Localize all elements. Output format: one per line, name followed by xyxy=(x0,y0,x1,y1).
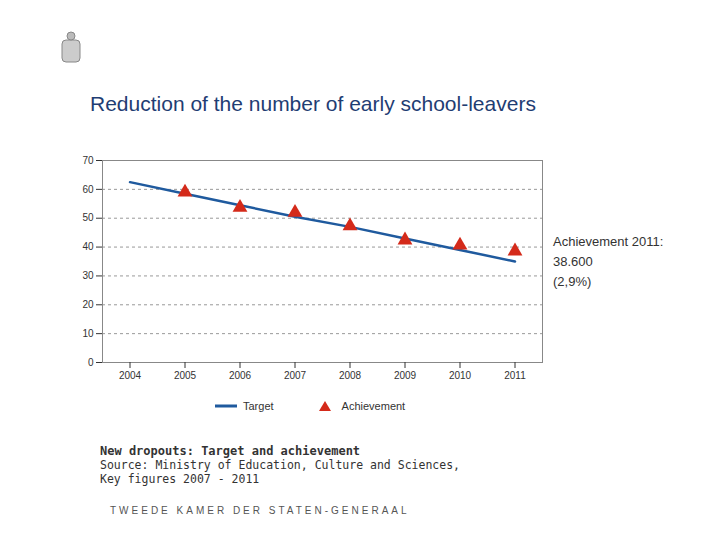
svg-text:2010: 2010 xyxy=(449,370,472,381)
svg-text:30: 30 xyxy=(82,270,94,281)
svg-text:2011: 2011 xyxy=(504,370,526,381)
svg-text:10: 10 xyxy=(82,328,94,339)
html-text:Achievement: Achievement xyxy=(341,400,406,412)
svg-text:20: 20 xyxy=(82,299,94,310)
html-text:Source: Ministry of Education,: Source: Ministry of Education, Culture a… xyxy=(100,458,460,486)
html-text:New dropouts: Target and achie: New dropouts: Target and achievement xyxy=(100,444,361,458)
html-text:(2,9%): (2,9%) xyxy=(553,274,592,289)
html-text:TWEEDE KAMER DER STATEN-GENERA: TWEEDE KAMER DER STATEN-GENERAAL xyxy=(110,505,410,516)
svg-text:2008: 2008 xyxy=(339,370,362,381)
svg-text:2006: 2006 xyxy=(229,370,252,381)
svg-text:0: 0 xyxy=(88,357,94,368)
svg-text:60: 60 xyxy=(82,184,94,195)
svg-text:70: 70 xyxy=(82,155,94,166)
svg-text:2005: 2005 xyxy=(174,370,197,381)
svg-text:2007: 2007 xyxy=(284,370,307,381)
svg-text:40: 40 xyxy=(82,241,94,252)
svg-text:2004: 2004 xyxy=(119,370,142,381)
svg-text:50: 50 xyxy=(82,212,94,223)
svg-text:2009: 2009 xyxy=(394,370,417,381)
html-text:Reduction of the number of ear: Reduction of the number of early school-… xyxy=(90,92,536,115)
html-text:Achievement 2011:: Achievement 2011: xyxy=(553,234,664,249)
html-text:38.600: 38.600 xyxy=(553,254,593,269)
html-text:Target: Target xyxy=(243,400,274,412)
